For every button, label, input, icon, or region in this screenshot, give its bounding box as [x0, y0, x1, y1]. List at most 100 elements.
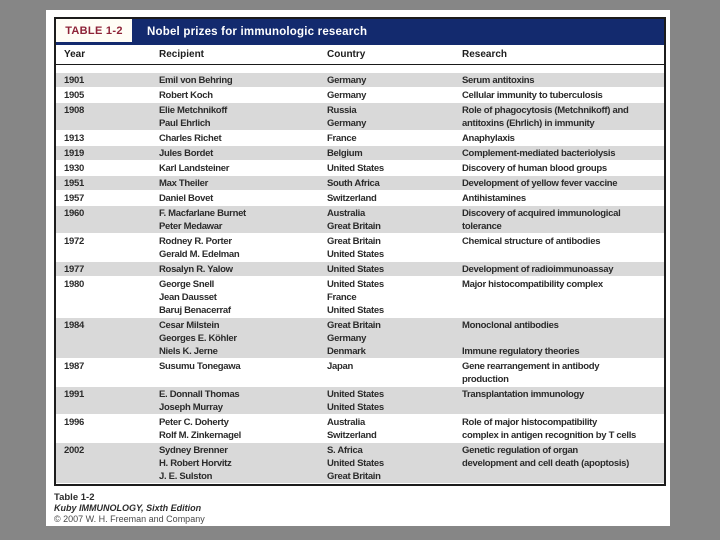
cell-research: Development of radioimmunoassay — [462, 264, 614, 275]
cell-research: Major histocompatibility complex — [462, 279, 603, 290]
table-row: 2002 Sydney Brenner H. Robert Horvitz J.… — [56, 443, 664, 484]
cell-recipient: F. Macfarlane Burnet Peter Medawar — [159, 208, 246, 232]
cell-country: Australia Switzerland — [327, 417, 377, 441]
cell-country: United States France United States — [327, 279, 384, 316]
table-row: 1991 E. Donnall Thomas Joseph Murray Uni… — [56, 387, 664, 415]
table-row: 1960 F. Macfarlane Burnet Peter Medawar … — [56, 206, 664, 234]
cell-country: S. Africa United States Great Britain — [327, 445, 384, 482]
cell-research: Gene rearrangement in antibody productio… — [462, 361, 600, 385]
column-header-row: Year Recipient Country Research — [56, 45, 664, 65]
table-row: 1996 Peter C. Doherty Rolf M. Zinkernage… — [56, 415, 664, 443]
cell-year: 1984 — [64, 320, 84, 331]
cell-recipient: Cesar Milstein Georges E. Köhler Niels K… — [159, 320, 237, 357]
cell-recipient: Sydney Brenner H. Robert Horvitz J. E. S… — [159, 445, 232, 482]
nobel-prizes-table: TABLE 1-2 Nobel prizes for immunologic r… — [54, 17, 666, 486]
cell-recipient: Emil von Behring — [159, 75, 233, 86]
cell-year: 1901 — [64, 75, 84, 86]
cell-year: 1951 — [64, 178, 84, 189]
cell-research: Genetic regulation of organ development … — [462, 445, 630, 469]
cell-year: 1905 — [64, 90, 84, 101]
cell-recipient: Daniel Bovet — [159, 193, 213, 204]
table-row: 1901 Emil von Behring Germany Serum anti… — [56, 73, 664, 88]
cell-year: 1908 — [64, 105, 84, 116]
cell-research: Discovery of acquired immunological tole… — [462, 208, 621, 232]
column-header-recipient: Recipient — [159, 49, 205, 60]
cell-research: Transplantation immunology — [462, 389, 585, 400]
cell-country: United States — [327, 163, 384, 174]
cell-country: United States — [327, 264, 384, 275]
cell-country: Japan — [327, 361, 353, 372]
cell-year: 2002 — [64, 445, 84, 456]
cell-year: 1972 — [64, 236, 84, 247]
cell-country: Great Britain Germany Denmark — [327, 320, 381, 357]
page: TABLE 1-2 Nobel prizes for immunologic r… — [46, 10, 670, 526]
cell-country: United States United States — [327, 389, 384, 413]
column-header-country: Country — [327, 49, 366, 60]
cell-country: South Africa — [327, 178, 380, 189]
cell-research: Role of major histocompatibility complex… — [462, 417, 637, 441]
cell-recipient: Robert Koch — [159, 90, 213, 101]
cell-research: Discovery of human blood groups — [462, 163, 607, 174]
cell-year: 1960 — [64, 208, 84, 219]
table-row: 1919 Jules Bordet Belgium Complement-med… — [56, 146, 664, 161]
table-row: 1977 Rosalyn R. Yalow United States Deve… — [56, 262, 664, 277]
cell-research: Complement-mediated bacteriolysis — [462, 148, 616, 159]
cell-country: Russia Germany — [327, 105, 367, 129]
cell-country: Switzerland — [327, 193, 377, 204]
header-spacer — [56, 65, 664, 73]
table-caption: Table 1-2 Kuby IMMUNOLOGY, Sixth Edition… — [54, 492, 670, 525]
table-row: 1987 Susumu Tonegawa Japan Gene rearrang… — [56, 359, 664, 387]
table-row: 1984 Cesar Milstein Georges E. Köhler Ni… — [56, 318, 664, 359]
cell-recipient: Elie Metchnikoff Paul Ehrlich — [159, 105, 228, 129]
cell-year: 1919 — [64, 148, 84, 159]
table-number-label: TABLE 1-2 — [56, 19, 132, 45]
cell-year: 1996 — [64, 417, 84, 428]
cell-research: Development of yellow fever vaccine — [462, 178, 618, 189]
table-row: 1951 Max Theiler South Africa Developmen… — [56, 176, 664, 191]
table-body: 1901 Emil von Behring Germany Serum anti… — [56, 73, 664, 484]
cell-country: Germany — [327, 90, 367, 101]
cell-recipient: Susumu Tonegawa — [159, 361, 241, 372]
cell-research: Monoclonal antibodies Immune regulatory … — [462, 320, 580, 357]
table-row: 1908 Elie Metchnikoff Paul Ehrlich Russi… — [56, 103, 664, 131]
table-row: 1957 Daniel Bovet Switzerland Antihistam… — [56, 191, 664, 206]
cell-recipient: Peter C. Doherty Rolf M. Zinkernagel — [159, 417, 241, 441]
cell-research: Role of phagocytosis (Metchnikoff) and a… — [462, 105, 629, 129]
cell-research: Chemical structure of antibodies — [462, 236, 601, 247]
cell-year: 1977 — [64, 264, 84, 275]
cell-country: Australia Great Britain — [327, 208, 381, 232]
cell-recipient: Karl Landsteiner — [159, 163, 230, 174]
cell-year: 1913 — [64, 133, 84, 144]
table-row: 1930 Karl Landsteiner United States Disc… — [56, 161, 664, 176]
cell-country: France — [327, 133, 357, 144]
cell-country: Great Britain United States — [327, 236, 384, 260]
table-title-bar: TABLE 1-2 Nobel prizes for immunologic r… — [56, 19, 664, 45]
cell-year: 1930 — [64, 163, 84, 174]
cell-country: Germany — [327, 75, 367, 86]
cell-recipient: Charles Richet — [159, 133, 222, 144]
cell-research: Anaphylaxis — [462, 133, 515, 144]
caption-book-title: Kuby IMMUNOLOGY, Sixth Edition — [54, 503, 202, 513]
cell-year: 1991 — [64, 389, 84, 400]
cell-year: 1980 — [64, 279, 84, 290]
cell-research: Cellular immunity to tuberculosis — [462, 90, 603, 101]
cell-recipient: Rosalyn R. Yalow — [159, 264, 233, 275]
column-header-research: Research — [462, 49, 508, 60]
caption-table-number: Table 1-2 — [54, 492, 95, 503]
table-row: 1972 Rodney R. Porter Gerald M. Edelman … — [56, 234, 664, 262]
column-header-year: Year — [64, 49, 86, 60]
table-row: 1905 Robert Koch Germany Cellular immuni… — [56, 88, 664, 103]
cell-recipient: Rodney R. Porter Gerald M. Edelman — [159, 236, 240, 260]
cell-recipient: E. Donnall Thomas Joseph Murray — [159, 389, 240, 413]
cell-year: 1987 — [64, 361, 84, 372]
table-title: Nobel prizes for immunologic research — [147, 26, 368, 38]
cell-research: Antihistamines — [462, 193, 526, 204]
cell-recipient: Jules Bordet — [159, 148, 213, 159]
table-row: 1913 Charles Richet France Anaphylaxis — [56, 131, 664, 146]
cell-recipient: Max Theiler — [159, 178, 208, 189]
caption-copyright: © 2007 W. H. Freeman and Company — [54, 514, 205, 524]
cell-country: Belgium — [327, 148, 363, 159]
table-row: 1980 George Snell Jean Dausset Baruj Ben… — [56, 277, 664, 318]
cell-year: 1957 — [64, 193, 84, 204]
cell-recipient: George Snell Jean Dausset Baruj Benacerr… — [159, 279, 231, 316]
